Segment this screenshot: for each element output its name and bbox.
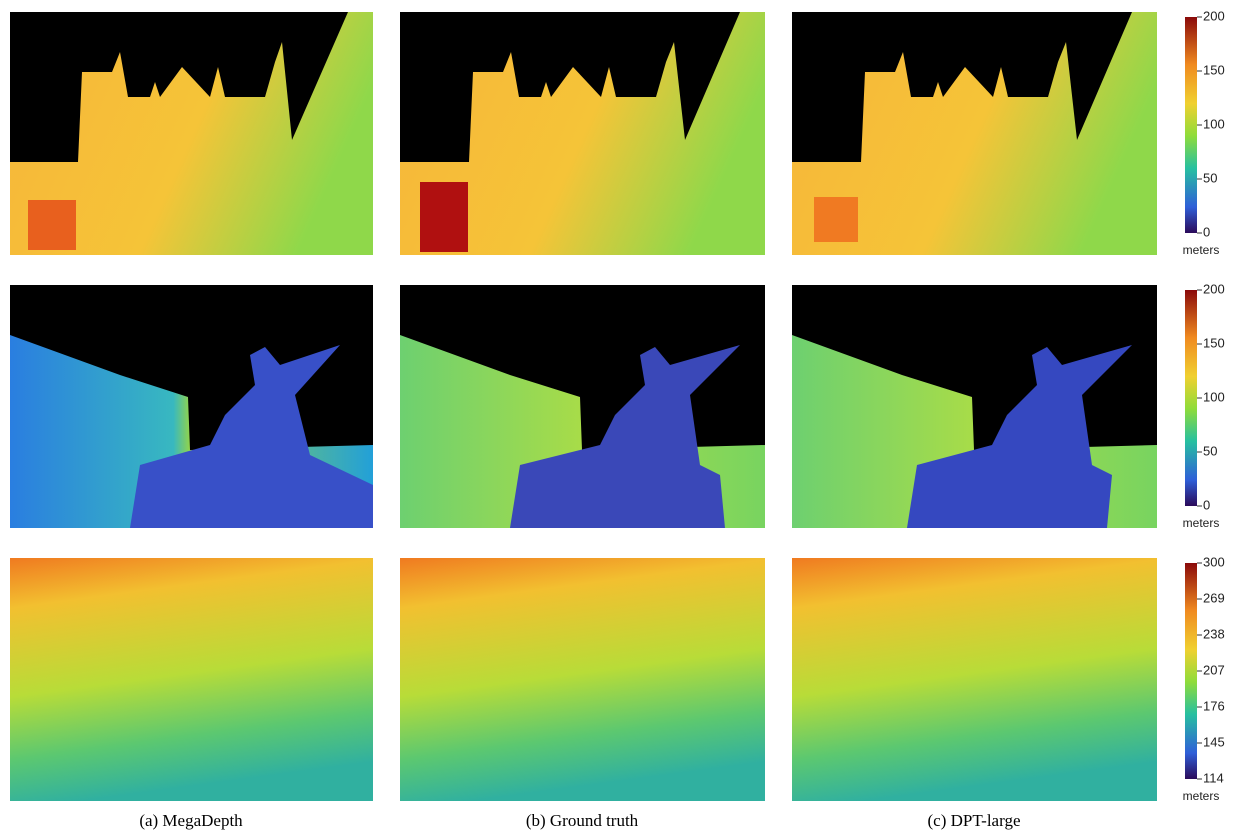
tick-label: 207	[1203, 662, 1225, 677]
tick-label: 150	[1203, 335, 1225, 350]
caption: (a) MegaDepth	[139, 811, 243, 830]
tick-label: 114	[1203, 770, 1224, 785]
depth-image	[10, 285, 373, 528]
depth-image	[10, 558, 373, 801]
depth-image	[792, 558, 1157, 801]
colorbar	[1185, 290, 1197, 506]
unit-label: meters	[1183, 516, 1220, 530]
tick-label: 269	[1203, 590, 1225, 605]
tick-label: 200	[1203, 8, 1225, 23]
tick-label: 176	[1203, 698, 1225, 713]
tick-label: 0	[1203, 224, 1210, 239]
caption: (b) Ground truth	[526, 811, 639, 830]
depth-image	[400, 12, 765, 255]
colorbar	[1185, 17, 1197, 233]
tick-label: 150	[1203, 62, 1225, 77]
tick-label: 100	[1203, 389, 1225, 404]
depth-image	[10, 12, 373, 255]
depth-image	[400, 558, 765, 801]
caption: (c) DPT-large	[927, 811, 1020, 830]
unit-label: meters	[1183, 789, 1220, 803]
depth-image	[792, 12, 1157, 255]
tick-label: 100	[1203, 116, 1225, 131]
depth-maps	[10, 12, 1157, 801]
tick-label: 50	[1203, 443, 1217, 458]
unit-label: meters	[1183, 243, 1220, 257]
tick-label: 145	[1203, 734, 1225, 749]
figure: 0 50 100 150 200 meters 0 50 100 150 200 meters 114 1…	[0, 0, 1235, 836]
colorbar	[1185, 563, 1197, 779]
tick-label: 300	[1203, 554, 1225, 569]
tick-label: 238	[1203, 626, 1225, 641]
tick-label: 0	[1203, 497, 1210, 512]
colorbars: 0 50 100 150 200 meters 0 50 100 150 200 meters 114 1…	[1183, 8, 1225, 803]
depth-image	[792, 285, 1157, 528]
tick-label: 200	[1203, 281, 1225, 296]
tick-label: 50	[1203, 170, 1217, 185]
depth-image	[400, 285, 765, 528]
